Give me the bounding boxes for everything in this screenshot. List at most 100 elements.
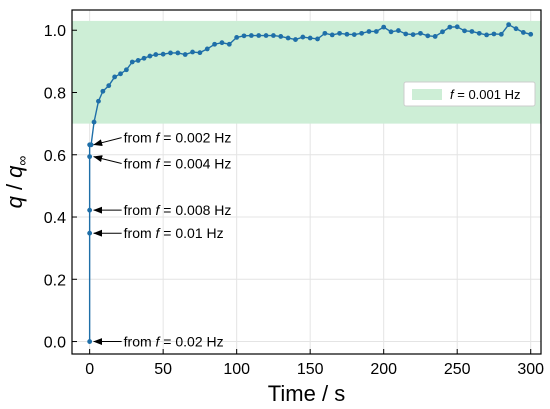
x-tick-label: 0 [85,361,94,378]
data-point [87,230,93,236]
data-point [410,32,416,37]
data-point [513,26,519,32]
data-point [344,31,350,37]
annotation-label: from f = 0.01 Hz [124,225,224,241]
x-tick-label: 100 [223,361,250,378]
x-tick-label: 250 [444,361,471,378]
data-point [123,67,129,73]
y-tick-label: 0.8 [44,85,66,102]
data-point [87,154,93,160]
data-point [234,34,240,40]
data-point [87,339,93,344]
x-tick-label: 300 [517,361,544,378]
plot-frame [71,9,542,355]
data-point [256,33,262,38]
data-point [469,29,475,34]
data-point [388,29,394,35]
frequency-band-rect [72,20,541,124]
data-point [129,59,135,65]
annotation-label: from f = 0.02 Hz [124,334,224,350]
data-point [484,32,490,38]
data-point [351,32,357,37]
data-point [87,207,93,213]
data-point [263,33,269,38]
data-point [182,52,188,57]
data-point [315,36,320,42]
data-point [476,30,482,36]
data-point [293,37,298,42]
x-tick-label: 50 [154,361,172,378]
data-point [373,29,379,34]
y-tick-label: 0.6 [44,148,66,165]
legend-label: f = 0.001 Hz [450,87,520,102]
data-point [447,24,453,30]
legend: f = 0.001 Hz [403,81,536,107]
data-point [337,30,342,36]
data-point [454,24,460,30]
data-point [418,30,423,36]
data-point [175,50,181,56]
annotation-arrow [93,155,122,164]
x-tick-label: 150 [297,361,324,378]
data-point [528,31,534,37]
data-point [498,31,504,37]
data-point [359,30,365,36]
data-point [112,74,118,80]
annotation-arrow [93,137,122,147]
data-point [241,33,247,39]
data-series [87,22,534,344]
data-point [322,30,328,36]
data-point [462,28,467,34]
data-point [135,58,141,63]
data-point [96,98,101,104]
legend-swatch [412,89,442,100]
y-tick-label: 0.2 [44,272,66,289]
y-tick-label: 0.4 [44,210,66,227]
data-point [153,52,159,57]
annotation-label: from f = 0.008 Hz [124,202,232,218]
annotation-label: from f = 0.004 Hz [124,155,232,171]
annotation-label: from f = 0.002 Hz [124,130,232,146]
data-point [285,35,291,41]
axes: 0 50 100 150 200 250 300 0.0 0.2 0.4 0.6 0.8 1.0 Time… [2,9,544,406]
data-point [219,40,225,46]
data-point [168,50,173,56]
data-point [197,50,203,56]
data-point [366,29,372,34]
data-point [106,83,112,89]
data-point [432,34,438,39]
data-point [381,24,387,30]
data-point [160,51,166,57]
frequency-band [72,20,541,124]
data-point [204,46,210,52]
y-tick-label: 1.0 [44,23,66,40]
data-point [491,31,497,37]
data-point [395,28,401,33]
annotations: from f = 0.002 Hz from f = 0.004 Hz from f… [93,130,232,350]
data-point [226,41,232,47]
y-tick-label: 0.0 [44,335,66,352]
data-point [440,29,445,35]
data-point [88,142,94,148]
data-point [520,30,526,35]
data-point [506,22,512,28]
data-point [425,33,431,39]
data-point [329,32,335,38]
data-point [190,49,195,55]
data-point [91,119,97,125]
data-point [278,34,284,39]
x-tick-label: 200 [370,361,397,378]
data-point [307,35,313,41]
data-point [300,34,306,40]
data-point [100,88,106,94]
data-point [248,33,254,38]
data-point [141,55,147,61]
data-point [212,41,218,47]
x-axis-label: Time / s [268,381,345,406]
data-point [118,71,123,77]
data-point [147,53,153,59]
data-point [403,31,409,37]
y-axis-label: q / q∞ [2,156,30,209]
data-point [271,33,276,38]
